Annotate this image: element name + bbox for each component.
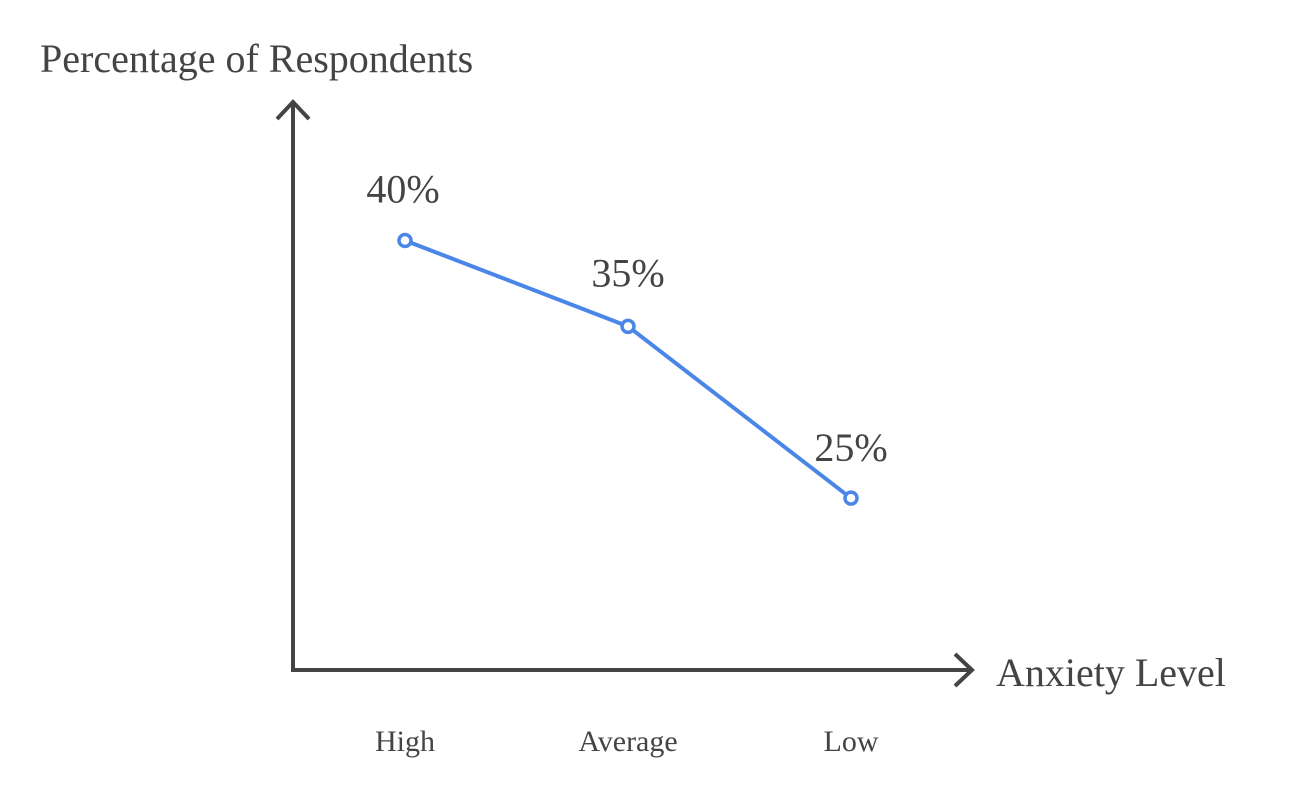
data-label-low: 25%: [814, 425, 887, 470]
y-axis-arrowhead: [275, 99, 311, 121]
y-axis-title: Percentage of Respondents: [40, 36, 473, 81]
data-label-high: 40%: [366, 166, 439, 211]
x-tick-label-low: Low: [824, 725, 879, 758]
x-tick-labels: High Average Low: [375, 725, 879, 758]
x-axis-arrowhead: [953, 652, 975, 688]
data-point-low: [843, 490, 859, 506]
x-tick-label-average: Average: [578, 725, 677, 758]
series-group: [397, 232, 859, 506]
data-point-high: [397, 232, 413, 249]
x-axis-title: Anxiety Level: [996, 650, 1226, 695]
data-point-average: [620, 318, 636, 335]
x-tick-label-high: High: [375, 725, 435, 758]
data-labels: 40% 35% 25%: [366, 166, 887, 470]
data-label-average: 35%: [591, 250, 664, 295]
